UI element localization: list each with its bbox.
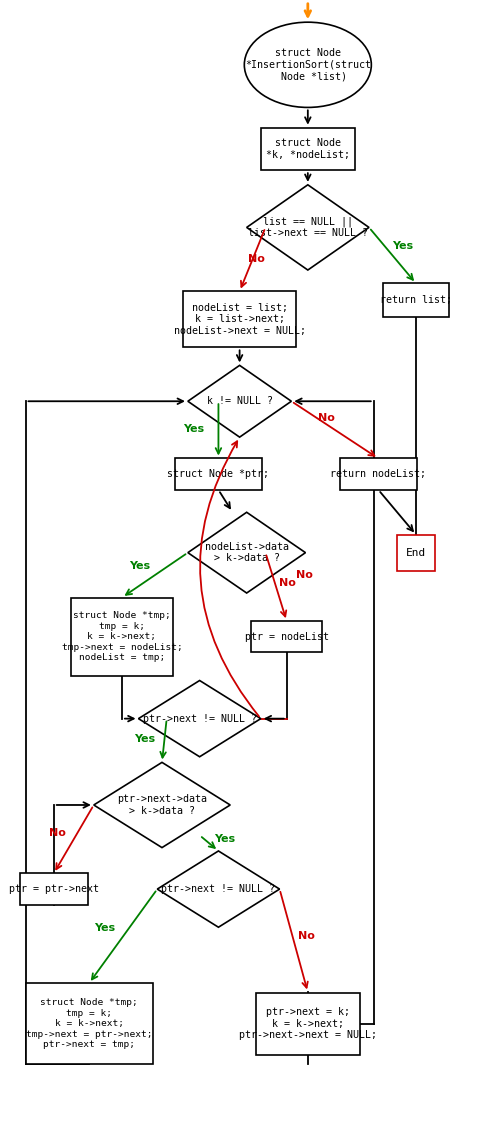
FancyBboxPatch shape [183,292,296,348]
Text: struct Node *tmp;
tmp = k;
k = k->next;
tmp->next = nodeList;
nodeList = tmp;: struct Node *tmp; tmp = k; k = k->next; … [61,611,183,662]
Text: No: No [318,413,335,423]
Text: No: No [299,931,315,941]
Text: ptr = ptr->next: ptr = ptr->next [9,884,99,894]
Text: struct Node *tmp;
tmp = k;
k = k->next;
tmp->next = ptr->next;
ptr->next = tmp;: struct Node *tmp; tmp = k; k = k->next; … [26,999,152,1049]
Text: nodeList->data
> k->data ?: nodeList->data > k->data ? [204,542,289,563]
Text: Yes: Yes [129,561,150,571]
Polygon shape [188,512,305,593]
Text: Yes: Yes [183,425,204,435]
Text: End: End [406,547,426,557]
FancyBboxPatch shape [397,535,435,571]
FancyBboxPatch shape [20,874,88,905]
Text: ptr->next->data
> k->data ?: ptr->next->data > k->data ? [117,794,207,815]
FancyBboxPatch shape [175,458,262,490]
FancyBboxPatch shape [383,284,449,318]
Text: ptr->next != NULL ?: ptr->next != NULL ? [162,884,275,894]
Text: k != NULL ?: k != NULL ? [206,396,273,406]
Text: No: No [49,828,65,838]
Polygon shape [139,680,261,757]
Text: nodeList = list;
k = list->next;
nodeList->next = NULL;: nodeList = list; k = list->next; nodeLis… [174,303,305,336]
Text: ptr->next = k;
k = k->next;
ptr->next->next = NULL;: ptr->next = k; k = k->next; ptr->next->n… [239,1007,377,1040]
Text: Yes: Yes [214,833,235,843]
Text: ptr = nodeList: ptr = nodeList [244,632,328,642]
Text: struct Node
*k, *nodeList;: struct Node *k, *nodeList; [266,138,350,160]
Text: Yes: Yes [392,241,414,251]
FancyBboxPatch shape [256,993,360,1055]
Text: Yes: Yes [94,923,115,933]
Text: Yes: Yes [134,734,155,744]
FancyBboxPatch shape [25,983,153,1064]
FancyBboxPatch shape [251,622,322,652]
Text: No: No [296,570,313,580]
Text: No: No [248,253,264,263]
FancyBboxPatch shape [340,458,417,490]
Text: return nodeList;: return nodeList; [330,470,427,480]
Polygon shape [94,762,230,848]
Ellipse shape [244,23,371,107]
FancyBboxPatch shape [71,598,173,676]
FancyBboxPatch shape [261,127,355,170]
Polygon shape [246,185,369,270]
Text: ptr->next != NULL ?: ptr->next != NULL ? [142,714,257,724]
Text: struct Node *ptr;: struct Node *ptr; [167,470,269,480]
Polygon shape [157,851,280,927]
Polygon shape [188,365,291,437]
Text: return list;: return list; [380,295,452,305]
Text: struct Node
*InsertionSort(struct
  Node *list): struct Node *InsertionSort(struct Node *… [245,48,371,81]
Text: No: No [279,578,296,588]
Text: list == NULL ||
list->next == NULL ?: list == NULL || list->next == NULL ? [248,216,368,239]
